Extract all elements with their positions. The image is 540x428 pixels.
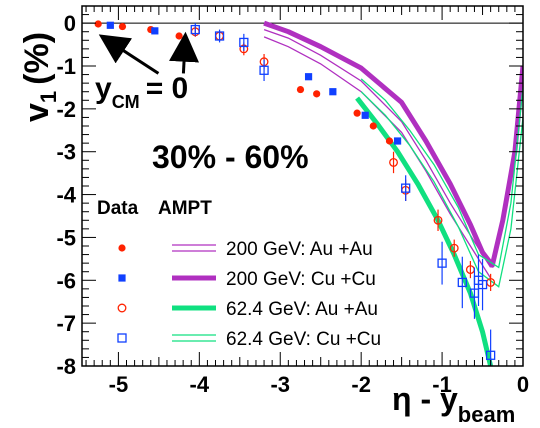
legend-marker-3	[117, 333, 127, 343]
data-point-3-9	[469, 288, 480, 298]
data-point-2-4	[389, 157, 398, 167]
ycm-arrow-right	[169, 31, 199, 74]
y-tick-label-7: -7	[56, 311, 76, 336]
model-band-upper-3	[360, 78, 523, 269]
legend-marker-1	[118, 274, 126, 282]
legend-marker-0	[118, 244, 126, 252]
data-point-0-5	[313, 90, 321, 98]
legend-label-3: 62.4 GeV: Cu +Cu	[226, 329, 381, 350]
model-line-1	[263, 20, 523, 268]
y-tick-label-2: -2	[56, 97, 76, 122]
legend: 200 GeV: Au +Au 200 GeV: Cu +Cu 62.4 GeV: …	[117, 239, 381, 350]
legend-label-0: 200 GeV: Au +Au	[226, 239, 373, 260]
data-point-0-0	[94, 20, 102, 28]
data-point-2-7	[449, 243, 459, 253]
x-tick-label-5: 0	[517, 372, 529, 397]
x-axis-label-sub: beam	[458, 402, 515, 427]
legend-header-model: AMPT	[158, 198, 212, 219]
legend-label-2: 62.4 GeV: Au +Au	[226, 299, 378, 320]
x-tick-label-1: -4	[190, 372, 210, 397]
data-point-1-4	[361, 111, 369, 119]
y-axis-label: v1 (%)	[18, 32, 61, 122]
data-point-0-7	[369, 122, 377, 130]
x-tick-label-3: -2	[351, 372, 371, 397]
labels: v1 (%) η - ybeam 30% - 60% yCM = 0 Data AM…	[18, 32, 515, 427]
y-axis-label-main: v	[18, 103, 56, 122]
model-band-lower-3	[360, 91, 523, 288]
ycm-label-rest: = 0	[146, 72, 189, 105]
data-point-3-1	[214, 31, 225, 41]
data-point-0-3	[175, 32, 183, 40]
y-axis-label-unit: (%)	[18, 32, 56, 85]
y-axis-label-sub: 1	[36, 91, 61, 103]
data-point-3-2	[239, 37, 249, 48]
data-point-0-8	[385, 137, 394, 145]
data-point-3-3	[259, 65, 269, 75]
axes: -5 -4 -3 -2 -1 0 0 -1 -2 -3 -4 -5 -6 -7 -8	[56, 5, 529, 397]
data-point-3-4	[401, 183, 411, 193]
data-point-3-10	[485, 350, 496, 360]
x-axis-label-main: η - y	[392, 381, 458, 417]
x-tick-label-0: -5	[109, 372, 129, 397]
data-point-0-6	[353, 109, 361, 117]
ycm-label-sub: CM	[112, 92, 140, 112]
y-tick-label-4: -4	[56, 183, 76, 208]
y-tick-label-8: -8	[56, 354, 76, 379]
legend-header-data: Data	[97, 198, 139, 219]
plot-area	[82, 20, 523, 366]
y-tick-label-0: 0	[64, 11, 76, 36]
data-point-2-6	[433, 215, 443, 225]
data-point-3-5	[437, 258, 447, 268]
data-point-1-1	[151, 27, 159, 35]
model-band-lower-0	[263, 36, 492, 279]
y-tick-label-6: -6	[56, 268, 76, 293]
ycm-label-main: y	[95, 72, 112, 105]
data-point-0-4	[296, 85, 305, 94]
legend-label-1: 200 GeV: Cu +Cu	[226, 269, 376, 290]
data-point-1-5	[393, 137, 402, 145]
ycm-arrow-left	[98, 34, 160, 75]
x-tick-label-4: -1	[432, 372, 452, 397]
data-point-1-2	[304, 73, 313, 81]
model-band-upper-0	[263, 28, 492, 268]
y-tick-label-5: -5	[56, 225, 76, 250]
data-point-1-3	[329, 88, 337, 96]
centrality-label: 30% - 60%	[152, 139, 309, 175]
data-point-1-0	[106, 21, 114, 29]
ycm-annotation: yCM = 0	[95, 72, 188, 112]
y-tick-label-1: -1	[56, 54, 76, 79]
x-tick-label-2: -3	[270, 372, 290, 397]
legend-marker-2	[117, 303, 127, 313]
data-point-0-1	[118, 22, 127, 31]
data-point-3-6	[457, 277, 467, 288]
data-point-3-8	[477, 279, 488, 290]
y-tick-label-3: -3	[56, 140, 76, 165]
x-axis-label: η - ybeam	[392, 381, 515, 427]
